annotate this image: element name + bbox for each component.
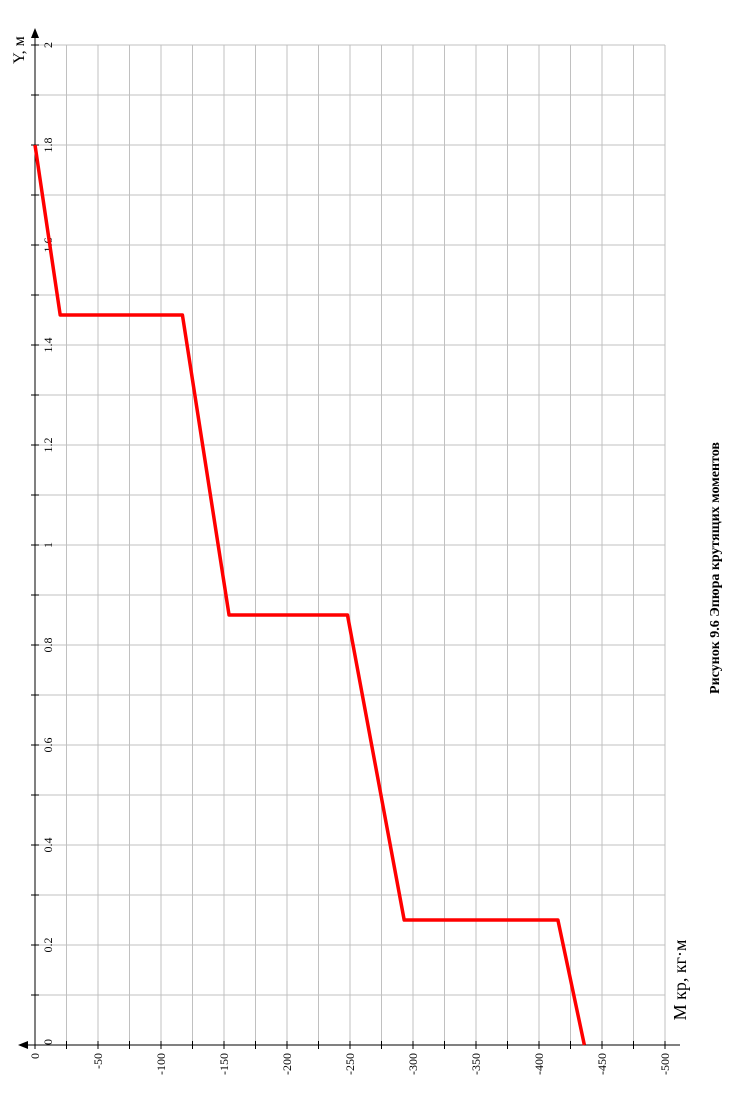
y-tick-label: 0.2 xyxy=(41,938,55,953)
y-tick-label: 0.6 xyxy=(41,738,55,753)
y-tick-label: 2 xyxy=(41,42,55,48)
y-tick-label: 1 xyxy=(41,542,55,548)
y-tick-label: 1.8 xyxy=(41,138,55,153)
x-axis-label: M кр, кг·м xyxy=(670,940,690,1021)
x-tick-label: -450 xyxy=(595,1053,609,1075)
x-tick-label: -150 xyxy=(217,1053,231,1075)
x-tick-label: -100 xyxy=(154,1053,168,1075)
x-axis-arrow xyxy=(18,1041,28,1049)
y-tick-label: 0.4 xyxy=(41,838,55,853)
y-tick-label: 1.4 xyxy=(41,338,55,353)
x-tick-label: -400 xyxy=(532,1053,546,1075)
y-tick-label: 1.2 xyxy=(41,438,55,453)
y-tick-label: 0 xyxy=(41,1039,55,1045)
x-tick-label: 0 xyxy=(28,1053,42,1059)
x-tick-label: -500 xyxy=(658,1053,672,1075)
x-tick-label: -200 xyxy=(280,1053,294,1075)
x-tick-label: -300 xyxy=(406,1053,420,1075)
y-tick-label: 0.8 xyxy=(41,638,55,653)
y-axis-arrow xyxy=(31,28,39,38)
chart-title: Рисунок 9.6 Эпюра крутящих моментов xyxy=(708,442,723,694)
x-tick-label: -250 xyxy=(343,1053,357,1075)
y-axis-label: Y, м xyxy=(11,36,28,64)
data-line xyxy=(33,144,587,1046)
x-tick-label: -50 xyxy=(91,1053,105,1069)
x-tick-label: -350 xyxy=(469,1053,483,1075)
